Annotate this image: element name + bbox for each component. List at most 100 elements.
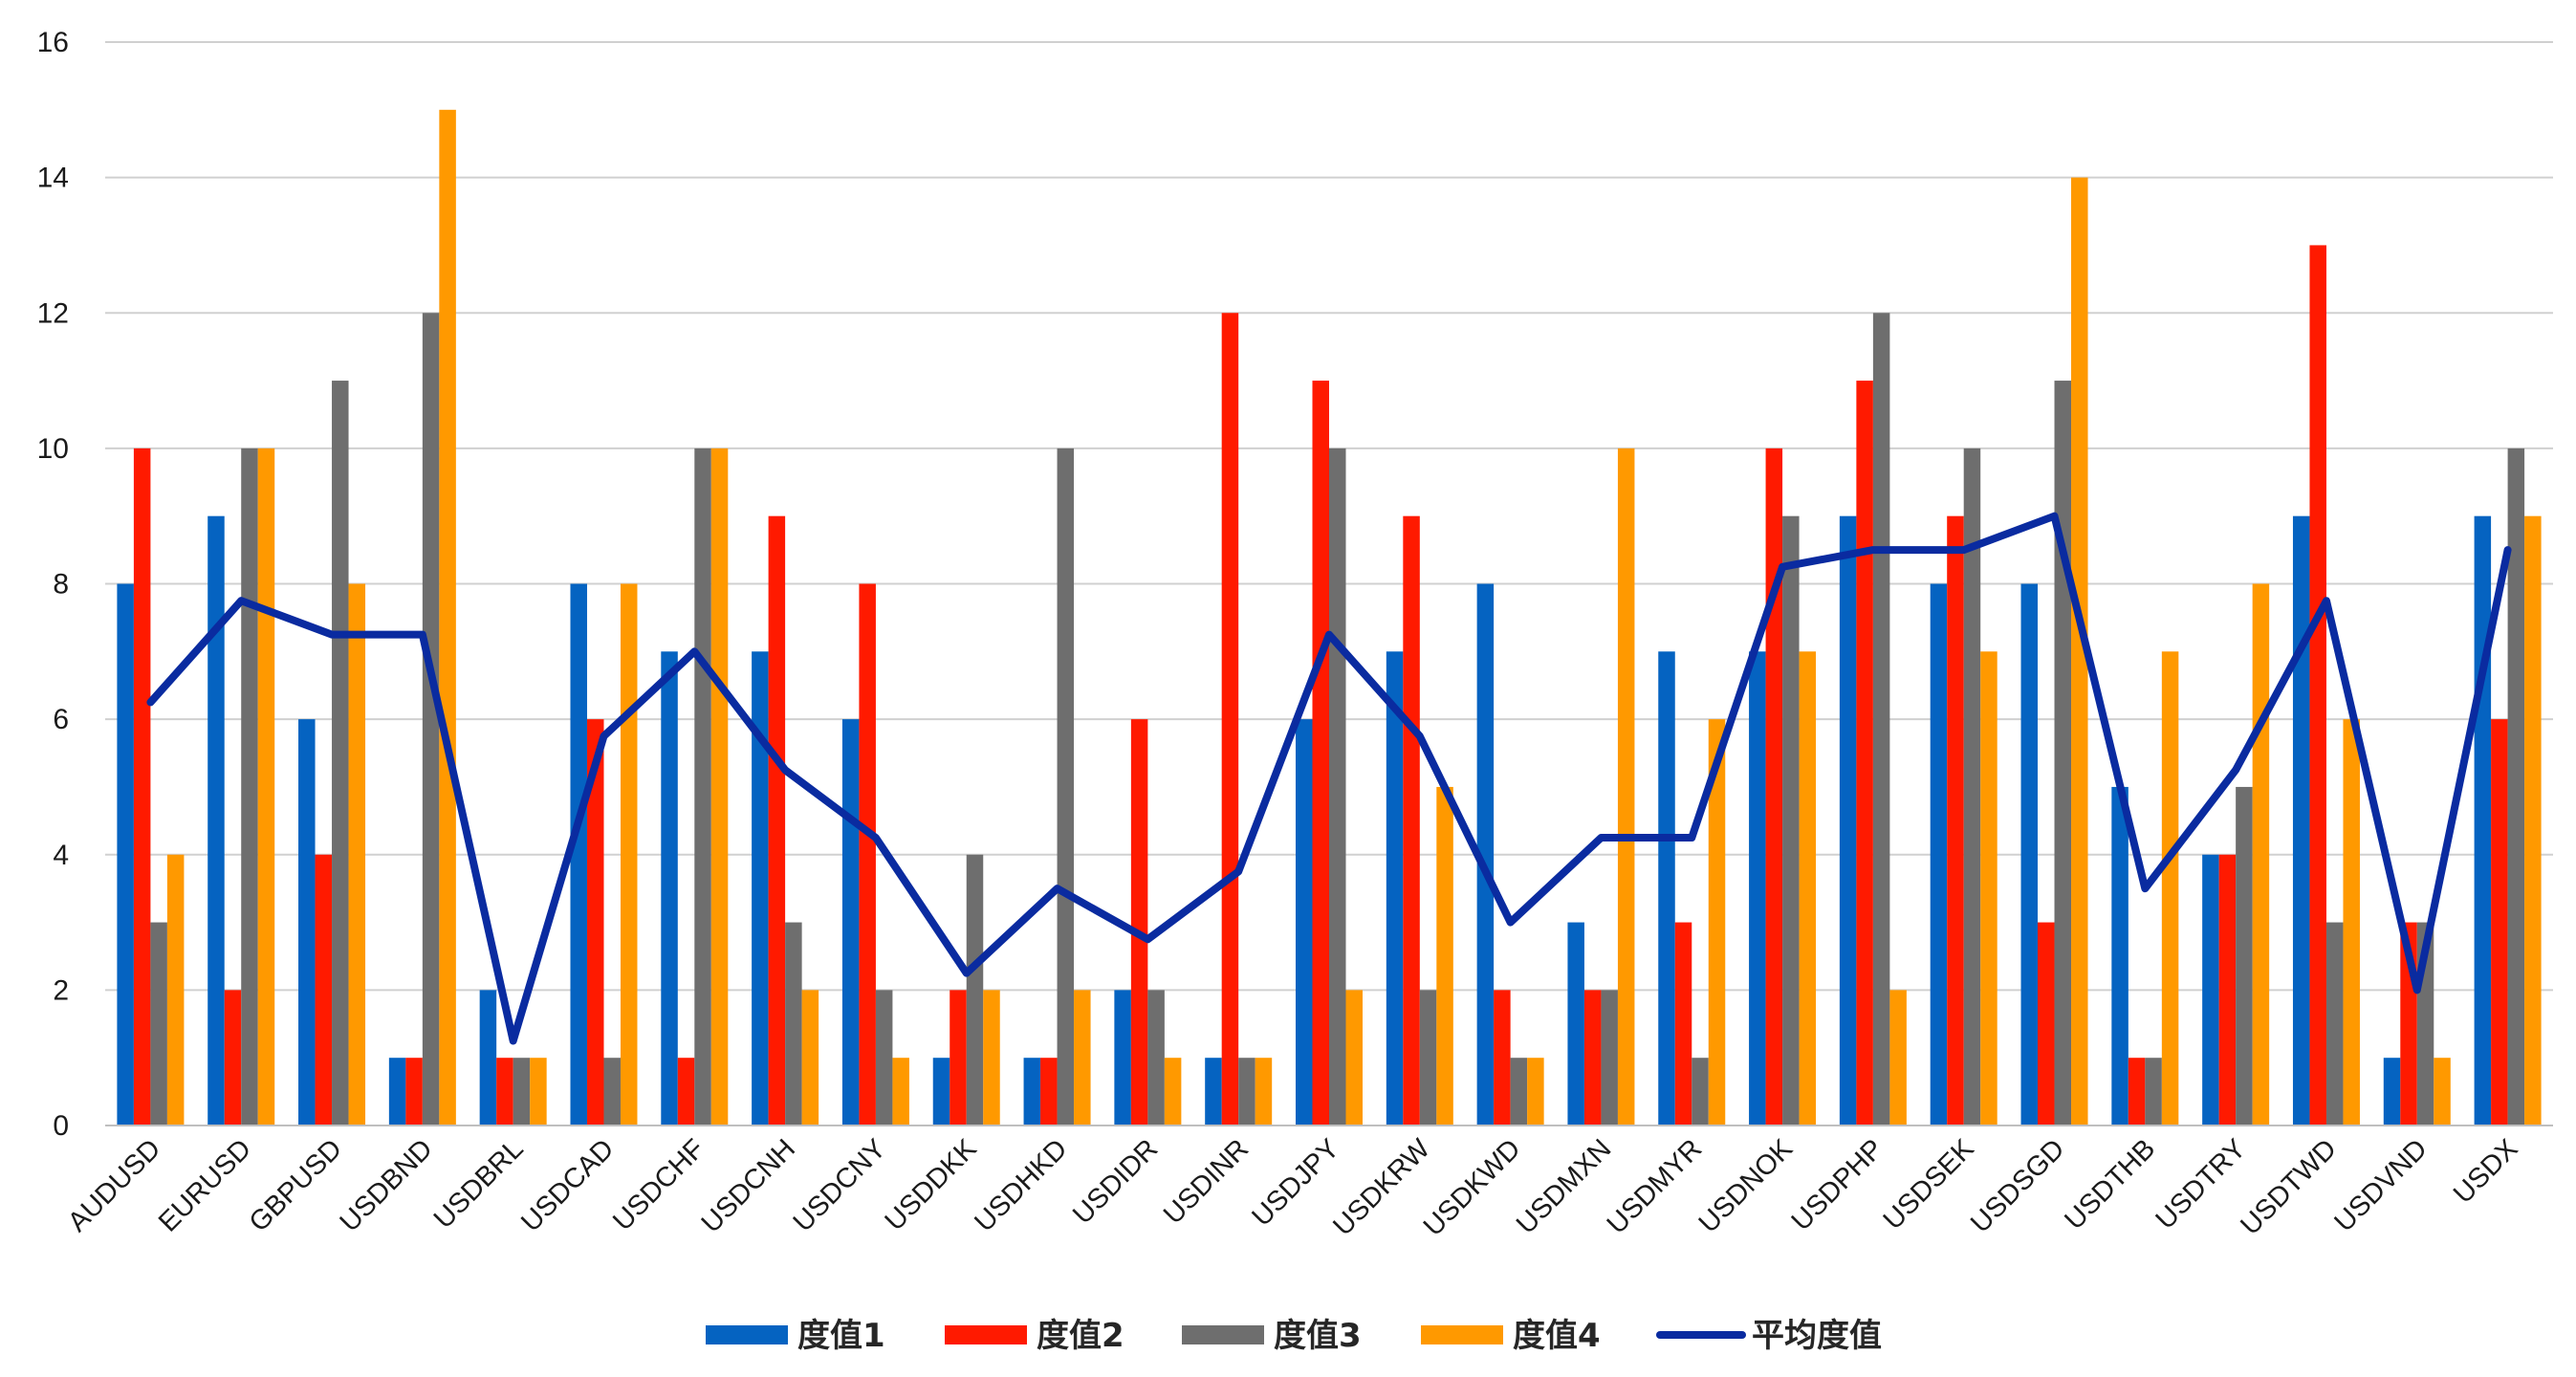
bar-usdcad-series4 (621, 584, 638, 1126)
bar-usdbrl-series4 (530, 1058, 547, 1126)
x-tick-label: USDINR (1158, 1133, 1255, 1230)
bar-usdvnd-series4 (2434, 1058, 2451, 1126)
bar-usdidr-series3 (1147, 990, 1165, 1126)
bar-usdhkd-series1 (1024, 1058, 1041, 1126)
bars (117, 110, 2541, 1126)
x-tick-label: USDCHF (607, 1133, 710, 1236)
y-tick-label: 8 (53, 569, 69, 601)
bar-usdkrw-series1 (1386, 651, 1404, 1126)
legend-label: 度值4 (1513, 1317, 1601, 1355)
bar-usdidr-series1 (1114, 990, 1131, 1126)
x-tick-label: USDSEK (1878, 1133, 1980, 1235)
legend-label: 平均度值 (1752, 1317, 1882, 1355)
bar-usdkwd-series2 (1494, 990, 1511, 1126)
bar-usdcnh-series4 (802, 990, 819, 1126)
bar-usdidr-series4 (1165, 1058, 1182, 1126)
y-tick-label: 4 (53, 840, 69, 871)
bar-usdmyr-series3 (1692, 1058, 1709, 1126)
bar-usdx-series2 (2491, 719, 2508, 1126)
bar-usdmyr-series2 (1675, 923, 1692, 1126)
bar-usdthb-series2 (2128, 1058, 2146, 1126)
bar-usdmxn-series4 (1618, 448, 1635, 1126)
bar-usdtwd-series3 (2326, 923, 2344, 1126)
x-tick-label: USDKRW (1327, 1133, 1436, 1242)
x-tick-label: USDHKD (969, 1133, 1073, 1237)
bar-usdjpy-series1 (1296, 719, 1313, 1126)
x-tick-label: USDTWD (2235, 1133, 2343, 1241)
bar-usdphp-series3 (1873, 313, 1890, 1126)
x-axis-category-labels: AUDUSDEURUSDGBPUSDUSDBNDUSDBRLUSDCADUSDC… (62, 1133, 2523, 1242)
bar-usdthb-series3 (2145, 1058, 2162, 1126)
bar-usdjpy-series4 (1346, 990, 1364, 1126)
bar-usdx-series1 (2475, 516, 2492, 1126)
bar-usdtry-series4 (2253, 584, 2270, 1126)
bar-usdkrw-series3 (1420, 990, 1437, 1126)
x-tick-label: USDX (2448, 1133, 2524, 1210)
bar-usdmxn-series2 (1584, 990, 1602, 1126)
bar-eurusd-series4 (258, 448, 275, 1126)
bar-usdbnd-series1 (389, 1058, 406, 1126)
x-tick-label: USDIDR (1067, 1133, 1164, 1230)
bar-usdbrl-series2 (496, 1058, 513, 1126)
bar-usdhkd-series2 (1040, 1058, 1058, 1126)
legend-swatch (706, 1325, 788, 1344)
bar-usdnok-series2 (1766, 448, 1783, 1126)
x-tick-label: USDNOK (1693, 1133, 1800, 1239)
bar-usdnok-series1 (1749, 651, 1766, 1126)
legend-swatch (945, 1325, 1027, 1344)
x-tick-label: USDKWD (1418, 1133, 1527, 1242)
bar-usdkwd-series3 (1511, 1058, 1528, 1126)
legend-label: 度值2 (1037, 1317, 1124, 1355)
bar-usdsek-series2 (1947, 516, 1963, 1126)
bar-usdsgd-series3 (2055, 381, 2072, 1126)
bar-usdchf-series4 (711, 448, 729, 1126)
bar-eurusd-series3 (241, 448, 258, 1126)
bar-usdcnh-series1 (752, 651, 769, 1126)
x-tick-label: USDDKK (880, 1133, 984, 1237)
bar-usdinr-series3 (1238, 1058, 1255, 1126)
bar-usdmxn-series1 (1567, 923, 1584, 1126)
y-tick-label: 12 (37, 297, 69, 329)
y-tick-label: 10 (37, 433, 69, 465)
bar-audusd-series4 (167, 855, 185, 1126)
legend-swatch (1182, 1325, 1264, 1344)
x-tick-label: USDTHB (2059, 1133, 2161, 1235)
bar-usdidr-series2 (1131, 719, 1148, 1126)
bar-usdchf-series3 (694, 448, 711, 1126)
bar-usdhkd-series4 (1074, 990, 1091, 1126)
bar-usdkwd-series4 (1527, 1058, 1544, 1126)
bar-usdbnd-series2 (405, 1058, 423, 1126)
bar-usdinr-series2 (1222, 313, 1239, 1126)
bar-usdjpy-series3 (1329, 448, 1346, 1126)
bar-usddkk-series4 (983, 990, 1000, 1126)
bar-gbpusd-series2 (316, 855, 333, 1126)
bar-usdcny-series2 (859, 584, 876, 1126)
bar-usdcnh-series2 (769, 516, 786, 1126)
x-tick-label: USDSGD (1965, 1133, 2070, 1238)
bar-audusd-series2 (134, 448, 151, 1126)
y-axis-ticks: 0246810121416 (37, 27, 69, 1142)
x-tick-label: USDPHP (1786, 1133, 1889, 1236)
bar-usdtwd-series1 (2293, 516, 2310, 1126)
bar-usdcny-series1 (842, 719, 860, 1126)
bar-audusd-series3 (150, 923, 167, 1126)
bar-usdchf-series2 (678, 1058, 695, 1126)
bar-usdnok-series4 (1800, 651, 1817, 1126)
x-tick-label: USDMYR (1602, 1133, 1708, 1239)
bar-usdbrl-series3 (513, 1058, 531, 1126)
bar-usdsgd-series1 (2021, 584, 2039, 1126)
legend: 度值1 度值2 度值3 度值4 平均度值 (706, 1317, 1882, 1355)
bar-usdtry-series1 (2202, 855, 2219, 1126)
y-tick-label: 14 (37, 163, 69, 194)
bar-gbpusd-series4 (349, 584, 366, 1126)
x-tick-label: USDBRL (428, 1133, 530, 1235)
bar-usdcny-series3 (876, 990, 893, 1126)
bar-usddkk-series3 (967, 855, 984, 1126)
x-tick-label: AUDUSD (62, 1133, 166, 1237)
bar-usdtwd-series4 (2343, 719, 2360, 1126)
bar-usdcnh-series3 (785, 923, 802, 1126)
bar-usdsgd-series2 (2038, 923, 2055, 1126)
bar-gbpusd-series1 (298, 719, 316, 1126)
chart: 0246810121416 AUDUSDEURUSDGBPUSDUSDBNDUS… (0, 0, 2576, 1377)
bar-usdkrw-series2 (1403, 516, 1420, 1126)
